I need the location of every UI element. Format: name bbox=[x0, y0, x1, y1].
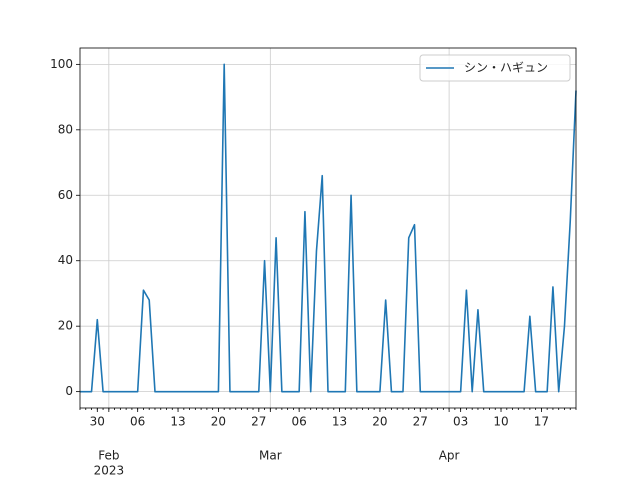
y-tick-label: 20 bbox=[58, 319, 73, 333]
legend-box bbox=[419, 54, 571, 82]
x-tick-label: 13 bbox=[332, 415, 347, 429]
x-tick-label: 06 bbox=[130, 415, 145, 429]
x-major-label: Apr bbox=[439, 449, 460, 463]
x-major-label: Feb bbox=[98, 449, 119, 463]
x-tick-label: 27 bbox=[251, 415, 266, 429]
x-tick-label: 13 bbox=[170, 415, 185, 429]
y-tick-label: 40 bbox=[58, 253, 73, 267]
data-line bbox=[80, 63, 577, 393]
x-tick-label: 20 bbox=[372, 415, 387, 429]
x-tick-label: 30 bbox=[90, 415, 105, 429]
x-tick-label: 27 bbox=[413, 415, 428, 429]
legend-label: シン・ハギュン bbox=[464, 61, 548, 75]
year-label: 2023 bbox=[94, 464, 125, 478]
x-tick-label: 20 bbox=[211, 415, 226, 429]
y-tick-label: 60 bbox=[58, 188, 73, 202]
x-tick-label: 06 bbox=[292, 415, 307, 429]
y-tick-label: 0 bbox=[65, 384, 73, 398]
x-tick-label: 17 bbox=[534, 415, 549, 429]
x-tick-label: 03 bbox=[453, 415, 468, 429]
y-tick-label: 100 bbox=[50, 57, 73, 71]
axes-frame bbox=[79, 47, 577, 409]
x-major-label: Mar bbox=[259, 449, 282, 463]
y-tick-label: 80 bbox=[58, 122, 73, 136]
x-tick-label: 10 bbox=[493, 415, 508, 429]
